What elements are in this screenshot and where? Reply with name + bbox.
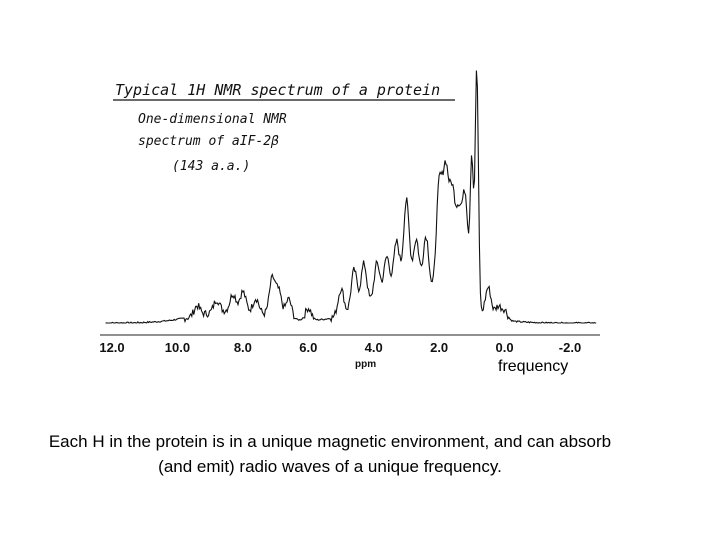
spectrum-peak	[457, 236, 460, 239]
spectrum-peak	[438, 211, 441, 214]
spectrum-peak	[241, 302, 244, 305]
caption: Each H in the protein is in a unique mag…	[48, 432, 612, 476]
x-tick-label: 2.0	[430, 340, 448, 355]
annotation-line-1: One-dimensional NMR	[138, 112, 287, 127]
spectrum-trace	[105, 70, 597, 324]
spectrum-peak	[254, 307, 257, 310]
spectrum-peak	[232, 304, 235, 307]
x-tick-label: 4.0	[365, 340, 383, 355]
x-tick-label: -2.0	[559, 340, 581, 355]
spectrum-peak	[425, 263, 428, 266]
spectrum-peak	[444, 199, 447, 202]
nmr-spectrum-chart: Typical 1H NMR spectrum of a protein One…	[99, 70, 600, 370]
annotation-title: Typical 1H NMR spectrum of a protein	[115, 81, 440, 99]
spectrum-peak	[405, 228, 408, 231]
spectrum-peak	[385, 280, 388, 283]
x-axis-label: ppm	[355, 359, 376, 370]
x-tick-label: 10.0	[165, 340, 190, 355]
frequency-label: frequency	[498, 358, 569, 375]
spectrum-peak	[271, 285, 274, 288]
x-tick-label: 12.0	[99, 340, 124, 355]
spectrum-peak	[451, 219, 454, 222]
spectrum-peak	[215, 309, 218, 312]
x-tick-label: 6.0	[299, 340, 317, 355]
x-tick-label: 8.0	[234, 340, 252, 355]
spectrum-peak	[395, 268, 398, 271]
spectrum-peak	[375, 282, 378, 285]
spectrum-peak	[277, 297, 280, 300]
spectrum-peak	[196, 312, 199, 315]
x-tick-labels: 12.0 10.0 8.0 6.0 4.0 2.0 0.0 -2.0	[99, 340, 581, 355]
spectrum-peak	[487, 292, 490, 295]
spectrum-peak	[362, 277, 365, 280]
handwritten-annotations: Typical 1H NMR spectrum of a protein One…	[113, 81, 455, 174]
x-tick-label: 0.0	[496, 340, 514, 355]
spectrum-peak	[415, 268, 418, 271]
annotation-line-2: spectrum of aIF-2β	[138, 134, 279, 149]
spectrum-peak	[353, 280, 356, 283]
annotation-line-3: (143 a.a.)	[172, 159, 250, 174]
